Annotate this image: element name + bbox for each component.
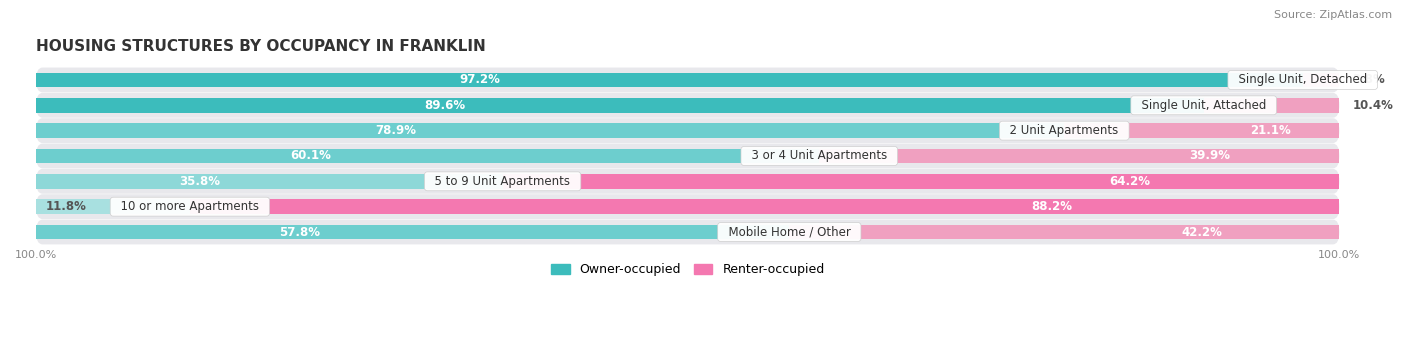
Bar (1303, 73, 1340, 87)
Text: 42.2%: 42.2% (1181, 225, 1222, 238)
Text: Single Unit, Detached: Single Unit, Detached (1230, 73, 1375, 87)
Text: 39.9%: 39.9% (1188, 149, 1230, 162)
FancyBboxPatch shape (37, 169, 1340, 194)
Text: 10 or more Apartments: 10 or more Apartments (112, 200, 267, 213)
Bar (820, 149, 1340, 163)
Legend: Owner-occupied, Renter-occupied: Owner-occupied, Renter-occupied (546, 258, 830, 281)
Bar (502, 174, 1340, 189)
Bar (37, 199, 190, 214)
Bar (789, 225, 1340, 239)
Bar (1204, 98, 1340, 113)
Bar (190, 199, 1340, 214)
FancyBboxPatch shape (37, 220, 1340, 244)
Bar (1064, 123, 1340, 138)
FancyBboxPatch shape (37, 118, 1340, 143)
Text: 2.8%: 2.8% (1353, 73, 1385, 87)
Text: 64.2%: 64.2% (1109, 175, 1150, 188)
Bar (37, 225, 789, 239)
Text: 11.8%: 11.8% (46, 200, 87, 213)
Text: 78.9%: 78.9% (375, 124, 416, 137)
Bar (37, 149, 820, 163)
Text: 60.1%: 60.1% (290, 149, 330, 162)
Text: Single Unit, Attached: Single Unit, Attached (1133, 99, 1274, 112)
FancyBboxPatch shape (37, 144, 1340, 168)
Text: 21.1%: 21.1% (1250, 124, 1291, 137)
Text: 89.6%: 89.6% (425, 99, 465, 112)
Bar (37, 73, 1303, 87)
Text: 5 to 9 Unit Apartments: 5 to 9 Unit Apartments (427, 175, 578, 188)
Text: 88.2%: 88.2% (1032, 200, 1073, 213)
Text: 10.4%: 10.4% (1353, 99, 1393, 112)
Text: HOUSING STRUCTURES BY OCCUPANCY IN FRANKLIN: HOUSING STRUCTURES BY OCCUPANCY IN FRANK… (37, 39, 486, 54)
Bar (37, 123, 1064, 138)
FancyBboxPatch shape (37, 93, 1340, 118)
Bar (37, 98, 1204, 113)
Bar (37, 174, 502, 189)
Text: 57.8%: 57.8% (280, 225, 321, 238)
Text: Source: ZipAtlas.com: Source: ZipAtlas.com (1274, 10, 1392, 20)
Text: Mobile Home / Other: Mobile Home / Other (721, 225, 858, 238)
Text: 2 Unit Apartments: 2 Unit Apartments (1002, 124, 1126, 137)
Text: 3 or 4 Unit Apartments: 3 or 4 Unit Apartments (744, 149, 894, 162)
FancyBboxPatch shape (37, 68, 1340, 92)
Text: 35.8%: 35.8% (179, 175, 219, 188)
Text: 97.2%: 97.2% (458, 73, 501, 87)
FancyBboxPatch shape (37, 194, 1340, 219)
